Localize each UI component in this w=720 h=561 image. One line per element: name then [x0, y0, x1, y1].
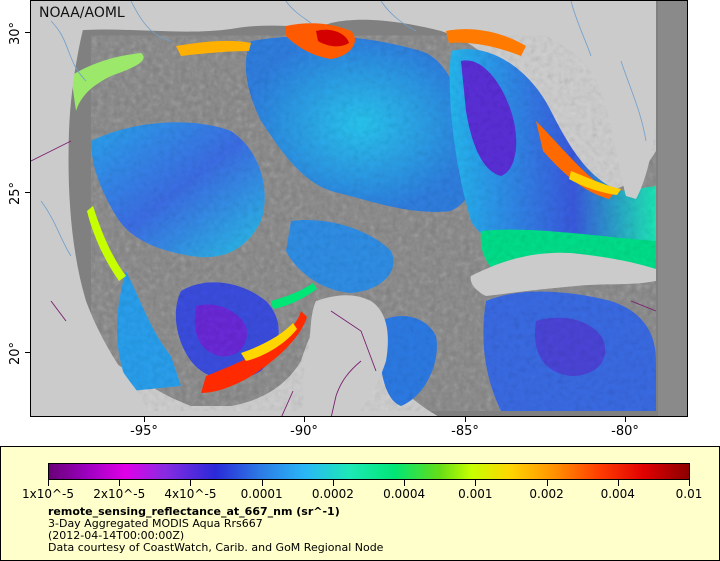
colorbar-tick — [48, 480, 49, 486]
lon-tick — [304, 417, 305, 422]
lat-tick — [25, 352, 30, 353]
colorbar-tick — [475, 480, 477, 486]
colorbar-tick-label: 2x10^-5 — [93, 487, 146, 501]
lat-label-20: 20° — [8, 341, 23, 365]
colorbar-tick — [332, 480, 334, 486]
lat-tick — [25, 192, 30, 193]
lon-label-90: -90° — [290, 424, 318, 439]
lon-tick — [625, 417, 626, 422]
colorbar-tick-label: 4x10^-5 — [164, 487, 217, 501]
land-masses — [31, 1, 656, 416]
legend-credit: Data courtesy of CoastWatch, Carib. and … — [48, 541, 384, 554]
colorbar-tick-label: 0.001 — [458, 487, 493, 501]
lon-tick — [465, 417, 466, 422]
colorbar-tick — [404, 480, 406, 486]
reflectance-map[interactable] — [31, 1, 688, 417]
colorbar-tick — [190, 480, 192, 486]
lon-label-80: -80° — [611, 424, 639, 439]
colorbar-tick-label: 0.0001 — [240, 487, 283, 501]
colorbar-tick-label: 0.01 — [675, 487, 703, 501]
legend-panel: 1x10^-5 2x10^-5 4x10^-5 0.0001 0.0002 0.0004 0… — [0, 446, 720, 561]
colorbar-tick — [546, 480, 548, 486]
colorbar-tick — [261, 480, 263, 486]
lon-label-85: -85° — [451, 424, 479, 439]
colorbar-tick — [119, 480, 121, 486]
colorbar — [48, 463, 690, 480]
rivers — [40, 1, 647, 257]
lat-tick — [25, 32, 30, 33]
lat-label-30: 30° — [8, 21, 23, 45]
lon-label-95: -95° — [130, 424, 158, 439]
colorbar-tick-label: 1x10^-5 — [21, 487, 75, 501]
colorbar-tick — [617, 480, 619, 486]
legend-title: 3-Day Aggregated MODIS Aqua Rrs667 — [48, 517, 263, 530]
colorbar-tick-label: 0.0004 — [383, 487, 426, 501]
lon-tick — [144, 417, 145, 422]
lat-label-25: 25° — [8, 181, 23, 205]
colorbar-tick — [689, 480, 690, 486]
map-panel[interactable]: NOAA/AOML — [30, 0, 688, 417]
legend-date: (2012-04-14T00:00:00Z) — [48, 529, 185, 542]
political-borders — [31, 140, 657, 416]
colorbar-tick-label: 0.004 — [600, 487, 635, 501]
map-credit: NOAA/AOML — [39, 5, 125, 21]
colorbar-tick-label: 0.002 — [529, 487, 564, 501]
colorbar-tick-label: 0.0002 — [311, 487, 354, 501]
legend-variable: remote_sensing_reflectance_at_667_nm (sr… — [48, 505, 340, 518]
